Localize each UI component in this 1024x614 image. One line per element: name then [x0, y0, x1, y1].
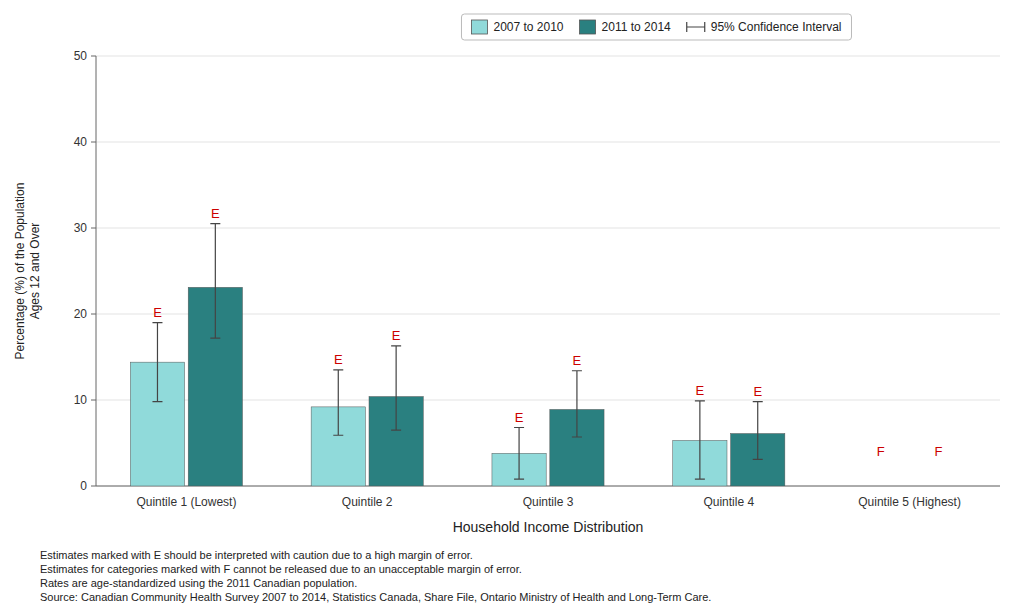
- axes: 0 10 20 30 40 50 Quintile 1 (Lowest) Quintile 2…: [74, 49, 1000, 509]
- annotation: E: [573, 353, 582, 368]
- footnote: Estimates marked with E should be interp…: [40, 549, 473, 561]
- annotation: F: [935, 444, 943, 459]
- y-axis-title-line: Percentage (%) of the Population: [13, 183, 27, 360]
- legend-label: 95% Confidence Interval: [711, 20, 842, 34]
- error-bar: [391, 346, 401, 430]
- y-tick-label: 40: [74, 135, 88, 149]
- annotation: E: [515, 410, 524, 425]
- annotation: E: [392, 328, 401, 343]
- y-axis-title-line: Ages 12 and Over: [28, 223, 42, 320]
- grid-line: [96, 142, 1000, 143]
- chart-svg: 0 10 20 30 40 50 Quintile 1 (Lowest) Quintile 2…: [0, 0, 1024, 614]
- bars: [130, 224, 784, 486]
- legend-swatch: [580, 20, 596, 34]
- x-tick-label: Quintile 4: [703, 495, 754, 509]
- error-bar: [572, 371, 582, 437]
- footnotes: Estimates marked with E should be interp…: [40, 549, 711, 603]
- y-tick-label: 30: [74, 221, 88, 235]
- grid: [96, 56, 1000, 486]
- annotation: E: [153, 305, 162, 320]
- y-tick: [91, 314, 96, 315]
- annotation: E: [696, 383, 705, 398]
- annotation: E: [211, 206, 220, 221]
- x-axis-title: Household Income Distribution: [453, 519, 644, 535]
- error-bar: [753, 402, 763, 460]
- annotation: F: [877, 444, 885, 459]
- grid-line: [96, 56, 1000, 57]
- grid-line: [96, 228, 1000, 229]
- legend-label: 2011 to 2014: [602, 20, 672, 34]
- x-tick-label: Quintile 3: [523, 495, 574, 509]
- y-tick-label: 10: [74, 393, 88, 407]
- y-axis-line: [96, 56, 97, 486]
- legend-swatch: [471, 20, 487, 34]
- y-tick: [91, 56, 96, 57]
- y-tick-label: 20: [74, 307, 88, 321]
- footnote: Rates are age-standardized using the 201…: [40, 577, 357, 589]
- annotation: E: [334, 352, 343, 367]
- x-tick-label: Quintile 1 (Lowest): [136, 495, 236, 509]
- footnote: Estimates for categories marked with F c…: [40, 563, 522, 575]
- y-tick: [91, 142, 96, 143]
- footnote: Source: Canadian Community Health Survey…: [40, 591, 711, 603]
- error-bar: [695, 401, 705, 479]
- annotations: E E E E E E E E F F: [153, 206, 942, 459]
- x-tick-label: Quintile 2: [342, 495, 393, 509]
- chart-container: 0 10 20 30 40 50 Quintile 1 (Lowest) Quintile 2…: [0, 0, 1024, 614]
- annotation: E: [753, 384, 762, 399]
- error-bar: [514, 428, 524, 480]
- y-axis-title: Percentage (%) of the PopulationAges 12 …: [13, 183, 42, 360]
- error-bar: [210, 224, 220, 338]
- error-bar: [152, 323, 162, 402]
- error-bar: [333, 370, 343, 435]
- x-tick-label: Quintile 5 (Highest): [858, 495, 961, 509]
- y-tick-label: 50: [74, 49, 88, 63]
- y-tick-label: 0: [80, 479, 87, 493]
- y-tick: [91, 228, 96, 229]
- legend-frame: [461, 14, 851, 40]
- legend: 2007 to 2010 2011 to 2014 95% Confidence I…: [461, 14, 851, 40]
- legend-label: 2007 to 2010: [493, 20, 563, 34]
- y-tick: [91, 400, 96, 401]
- legend-ci-symbol: [687, 22, 705, 32]
- y-tick: [91, 486, 96, 487]
